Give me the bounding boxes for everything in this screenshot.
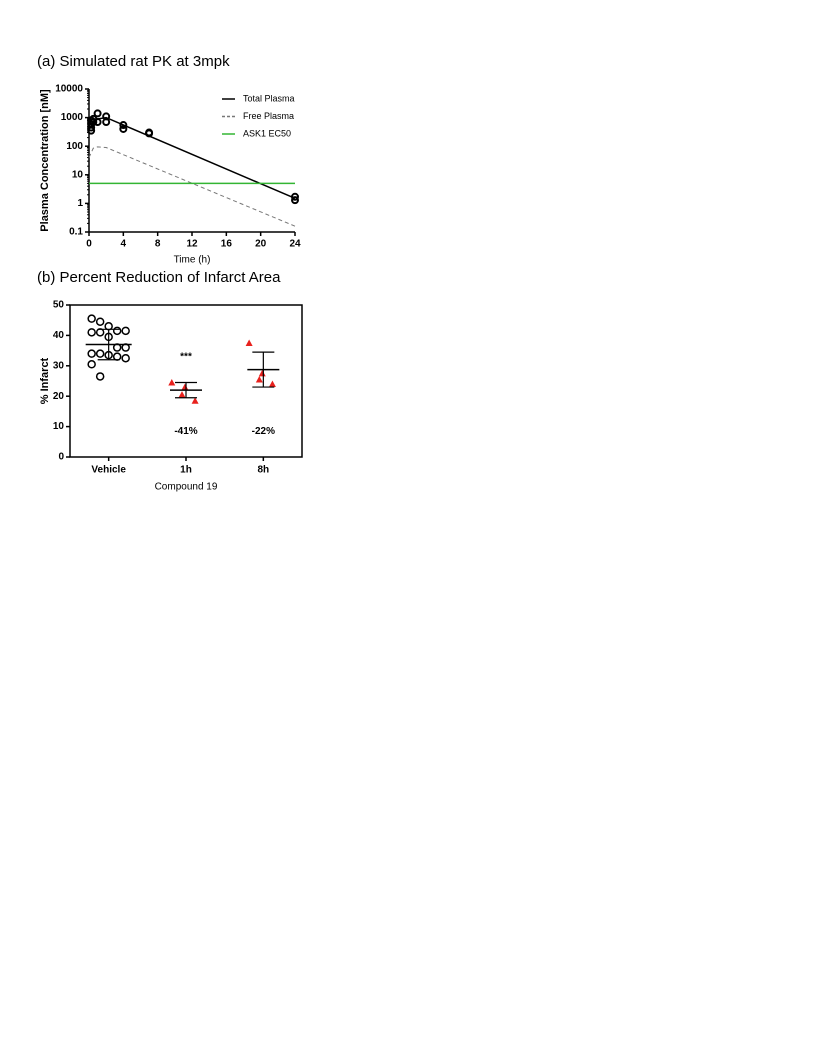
x-tick-label: 8	[155, 239, 161, 250]
data-point	[255, 375, 263, 383]
x-tick-label: 12	[186, 239, 198, 250]
y-tick-label: 10	[72, 169, 84, 180]
data-point	[268, 380, 276, 388]
data-point	[191, 397, 199, 404]
data-point	[119, 121, 128, 130]
x-tick-label: 24	[289, 239, 301, 250]
data-point	[168, 379, 176, 386]
data-point	[87, 328, 96, 337]
chart-title: (a) Simulated rat PK at 3mpk	[37, 53, 230, 70]
chart-title: (b) Percent Reduction of Infarct Area	[37, 269, 281, 286]
error-bar	[97, 328, 120, 361]
data-point	[87, 349, 96, 358]
data-point	[245, 339, 253, 346]
x-tick-label: 0	[86, 239, 92, 250]
legend-label: Free Plasma	[243, 111, 294, 121]
x-axis-label: Compound 19	[155, 482, 218, 493]
x-axis-label: Time (h)	[174, 255, 211, 266]
y-tick-label: 10000	[55, 84, 83, 95]
y-tick-label: 30	[53, 360, 65, 371]
x-tick-label: 20	[255, 239, 267, 250]
data-point	[87, 314, 96, 323]
data-point	[178, 391, 186, 398]
data-point	[258, 369, 266, 377]
data-point	[95, 372, 105, 381]
y-tick-label: 10	[53, 421, 65, 432]
data-point	[95, 349, 105, 358]
annotation: -22%	[252, 426, 275, 437]
x-tick-label: 16	[221, 239, 233, 250]
data-point	[121, 326, 130, 336]
y-tick-label: 1000	[61, 112, 84, 123]
data-point	[95, 317, 105, 326]
y-tick-label: 40	[53, 330, 65, 341]
y-tick-label: 20	[53, 391, 65, 402]
legend-label: ASK1 EC50	[243, 128, 291, 138]
data-point	[93, 118, 102, 127]
data-point	[93, 109, 102, 118]
y-tick-label: 50	[53, 300, 65, 311]
data-point	[145, 129, 154, 138]
error-bar	[252, 351, 275, 388]
data-point	[112, 326, 122, 336]
x-tick-label: 8h	[257, 465, 269, 476]
x-tick-label: 4	[121, 239, 127, 250]
y-tick-label: 0	[58, 452, 64, 463]
y-axis-label: Plasma Concentration [nM]	[39, 89, 51, 232]
data-point	[291, 196, 299, 205]
y-tick-label: 0.1	[69, 227, 83, 238]
data-point	[102, 118, 111, 127]
annotation: ***	[180, 351, 192, 362]
data-point	[121, 353, 130, 363]
data-point	[181, 383, 189, 391]
data-point	[87, 360, 96, 369]
data-point	[119, 124, 128, 133]
series-line	[88, 146, 296, 227]
y-axis-label: % Infarct	[39, 357, 51, 404]
data-point	[291, 192, 299, 201]
y-tick-label: 100	[66, 141, 83, 152]
error-bar	[175, 381, 197, 399]
data-point	[89, 118, 98, 127]
y-tick-label: 1	[77, 198, 83, 209]
x-tick-label: Vehicle	[91, 465, 126, 476]
x-tick-label: 1h	[180, 465, 192, 476]
annotation: -41%	[174, 426, 197, 437]
legend-label: Total Plasma	[243, 93, 295, 103]
